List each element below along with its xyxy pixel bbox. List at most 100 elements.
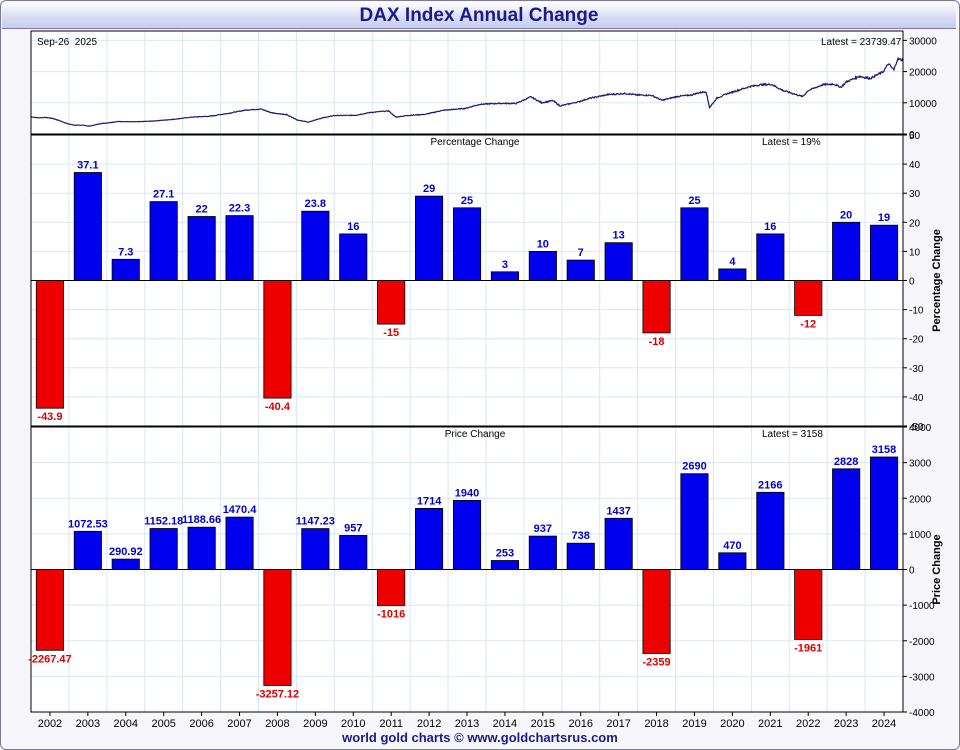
bar-2018 [642,569,671,654]
data-label-2006: 22 [195,203,207,215]
data-label-2015: 10 [537,238,549,250]
y-tick-label: 20 [909,218,921,229]
bar-2008 [263,280,292,399]
y-tick-label: 1000 [909,530,932,541]
bar-2003 [73,530,102,570]
bar-2008 [263,569,292,686]
x-tick-label-2020: 2020 [720,718,744,730]
x-tick-label-2018: 2018 [644,718,668,730]
panel-border-0 [30,30,904,135]
bar-2004 [111,258,140,281]
y-tick-label: 3000 [909,459,932,470]
data-label-2011: -15 [383,327,399,339]
x-tick-label-2015: 2015 [531,718,555,730]
x-tick-label-2021: 2021 [758,718,782,730]
data-label-2016: 7 [578,247,584,259]
panel-title-2: Price Change [445,429,506,440]
x-tick-label-2003: 2003 [76,718,100,730]
bar-2015 [528,250,557,281]
data-label-2009: 23.8 [305,198,326,210]
data-label-2013: 1940 [455,487,479,499]
x-tick-label-2010: 2010 [341,718,365,730]
panel-background-0 [31,31,903,134]
x-tick-label-2009: 2009 [303,718,327,730]
bar-2023 [832,468,861,570]
bar-2006 [187,216,216,281]
x-tick-label-2023: 2023 [834,718,858,730]
bar-2019 [680,473,709,570]
footer-credit: world gold charts © www.goldchartsrus.co… [342,730,618,745]
bar-2017 [604,517,633,570]
data-label-2007: 22.3 [229,203,250,215]
x-tick-label-2022: 2022 [796,718,820,730]
bar-2003 [73,172,102,281]
bar-2013 [452,499,482,570]
panel-title-1: Percentage Change [431,137,520,148]
data-label-2014: 253 [496,547,514,559]
bar-2005 [149,201,178,281]
latest-label-2: Latest = 3158 [762,429,823,440]
y-tick-label: -4000 [909,708,935,719]
bar-2022 [794,280,823,316]
data-label-2004: 290.92 [109,546,143,558]
bar-2024 [870,456,899,570]
title-bar: DAX Index Annual Change [2,2,956,29]
data-label-2023: 20 [840,209,852,221]
data-label-2020: 4 [729,256,736,268]
data-label-2020: 470 [723,540,741,552]
data-label-2018: -2359 [642,657,670,669]
x-tick-label-2014: 2014 [493,718,517,730]
x-tick-label-2002: 2002 [38,718,62,730]
bar-2010 [339,535,368,570]
y-tick-label: -50 [909,422,924,433]
y-tick-label: 2000 [909,494,932,505]
bar-2012 [414,507,444,570]
y-tick-label: -2000 [909,637,935,648]
data-label-2013: 25 [461,195,473,207]
x-tick-label-2006: 2006 [189,718,213,730]
bar-2009 [301,210,330,281]
y-tick-label: 10 [909,247,921,258]
bar-2011 [377,280,406,325]
x-tick-label-2007: 2007 [227,718,251,730]
date-label: Sep-26 2025 [37,37,97,48]
data-label-2011: -1016 [377,609,405,621]
bar-2019 [680,207,709,282]
data-label-2017: 1437 [606,505,630,517]
bar-2020 [718,268,747,281]
bar-2024 [870,224,899,281]
x-tick-label-2016: 2016 [568,718,592,730]
grid-lines-0 [30,31,904,134]
y-tick-label: -1000 [909,601,935,612]
x-tick-label-2013: 2013 [455,718,479,730]
data-label-2018: -18 [649,336,665,348]
data-label-2022: -1961 [794,642,822,654]
bar-2022 [794,569,823,640]
data-label-2008: -40.4 [265,401,291,413]
x-tick-label-2012: 2012 [417,718,441,730]
data-label-2019: 2690 [682,461,706,473]
bar-2004 [111,558,140,570]
y-tick-label: 4000 [909,423,932,434]
bar-2023 [832,221,861,281]
y-tick-label: 30000 [909,36,937,47]
chart-title: DAX Index Annual Change [359,5,599,26]
data-label-2008: -3257.12 [256,689,299,701]
data-label-2003: 1072.53 [68,518,108,530]
bar-2002 [35,280,64,409]
x-tick-label-2008: 2008 [265,718,289,730]
bar-2017 [604,242,633,281]
y-tick-label: -10 [909,306,924,317]
data-label-2012: 1714 [417,495,442,507]
bar-2014 [490,271,519,281]
bar-2020 [718,552,747,570]
data-label-2012: 29 [423,183,435,195]
x-tick-label-2011: 2011 [379,718,403,730]
data-label-2021: 16 [764,221,776,233]
x-tick-label-2005: 2005 [151,718,175,730]
bar-2016 [566,542,595,570]
y-tick-label: 0 [909,566,915,577]
latest-label-1: Latest = 19% [762,137,821,148]
latest-price-label: Latest = 23739.47 [821,37,902,48]
data-label-2024: 3158 [872,444,896,456]
